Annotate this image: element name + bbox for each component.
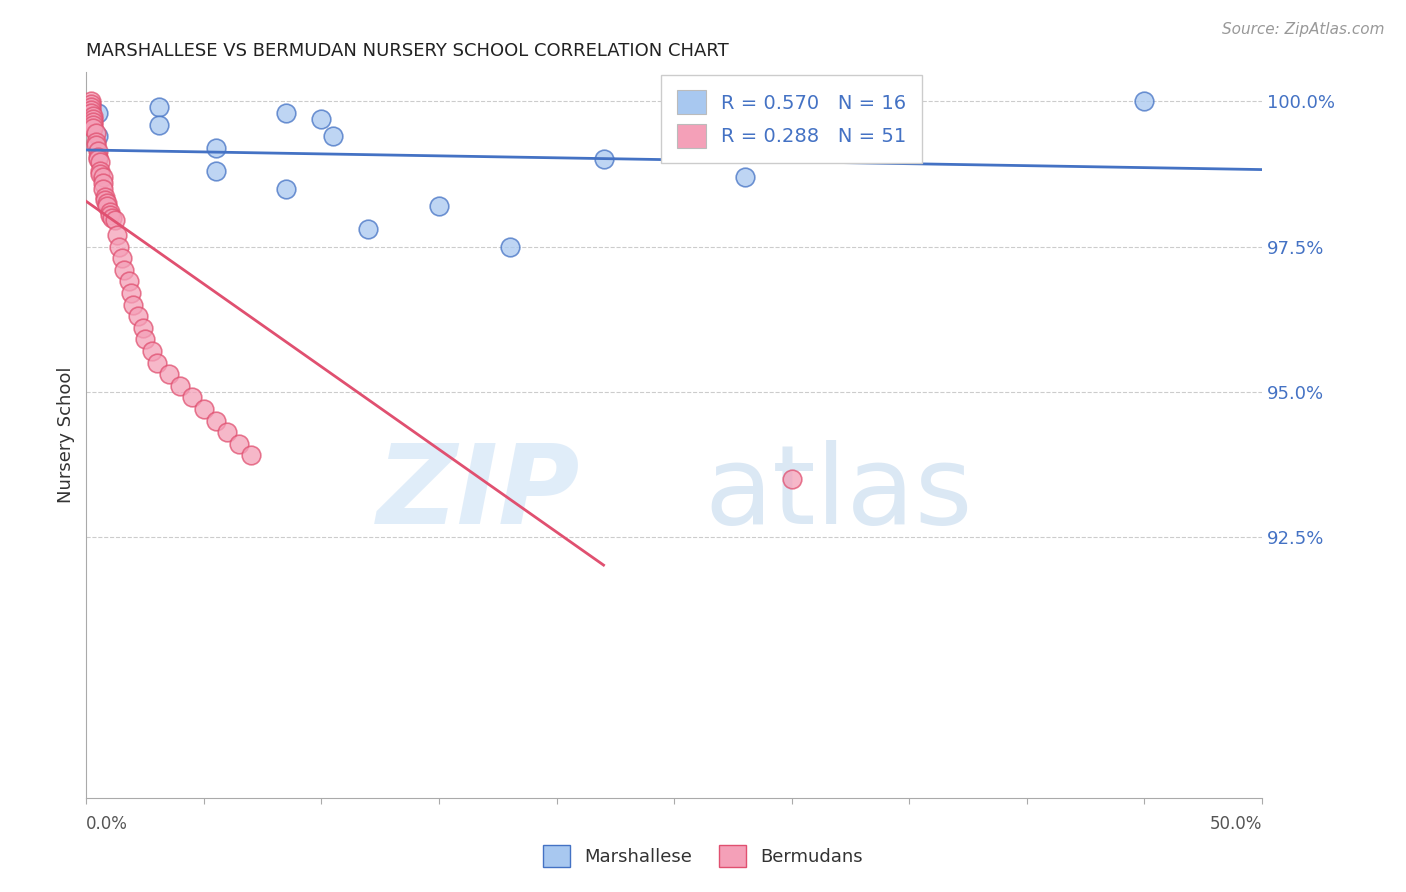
- Point: [80, 106, 103, 120]
- Point: [734, 169, 756, 184]
- Point: [1133, 95, 1156, 109]
- Point: [80, 103, 103, 117]
- Point: [96, 199, 118, 213]
- Point: [87, 150, 110, 164]
- Point: [98, 208, 121, 222]
- Point: [94, 190, 117, 204]
- Point: [204, 141, 226, 155]
- Point: [87, 106, 110, 120]
- Point: [157, 368, 180, 382]
- Point: [427, 199, 450, 213]
- Point: [91, 176, 114, 190]
- Point: [87, 129, 110, 144]
- Text: 50.0%: 50.0%: [1209, 815, 1263, 833]
- Point: [169, 379, 191, 393]
- Point: [84, 138, 107, 153]
- Point: [108, 239, 131, 253]
- Point: [89, 167, 111, 181]
- Point: [498, 239, 520, 253]
- Point: [322, 129, 344, 144]
- Point: [120, 285, 142, 300]
- Point: [127, 309, 149, 323]
- Point: [276, 181, 298, 195]
- Point: [311, 112, 333, 126]
- Point: [148, 118, 170, 132]
- Point: [82, 120, 104, 135]
- Point: [204, 414, 226, 428]
- Point: [105, 227, 128, 242]
- Point: [82, 109, 104, 123]
- Text: Source: ZipAtlas.com: Source: ZipAtlas.com: [1222, 22, 1385, 37]
- Point: [239, 449, 262, 463]
- Point: [132, 320, 155, 334]
- Point: [80, 100, 103, 114]
- Point: [91, 181, 114, 195]
- Point: [89, 164, 111, 178]
- Point: [96, 196, 118, 211]
- Point: [181, 391, 204, 405]
- Point: [80, 97, 103, 112]
- Point: [592, 153, 614, 167]
- Point: [134, 333, 156, 347]
- Legend: Marshallese, Bermudans: Marshallese, Bermudans: [536, 838, 870, 874]
- Text: 0.0%: 0.0%: [86, 815, 128, 833]
- Point: [103, 213, 125, 227]
- Text: atlas: atlas: [704, 440, 973, 547]
- Text: ZIP: ZIP: [377, 440, 581, 547]
- Point: [98, 204, 121, 219]
- Point: [112, 262, 135, 277]
- Point: [141, 344, 163, 359]
- Point: [217, 425, 239, 440]
- Point: [122, 297, 145, 311]
- Point: [82, 118, 104, 132]
- Point: [276, 106, 298, 120]
- Point: [87, 144, 110, 158]
- Point: [84, 135, 107, 149]
- Point: [110, 251, 132, 265]
- Point: [146, 356, 169, 370]
- Text: MARSHALLESE VS BERMUDAN NURSERY SCHOOL CORRELATION CHART: MARSHALLESE VS BERMUDAN NURSERY SCHOOL C…: [86, 42, 730, 60]
- Point: [84, 127, 107, 141]
- Point: [87, 153, 110, 167]
- Point: [82, 112, 104, 126]
- Point: [101, 211, 124, 225]
- Y-axis label: Nursery School: Nursery School: [58, 367, 75, 503]
- Point: [89, 155, 111, 169]
- Point: [780, 472, 803, 486]
- Point: [357, 222, 380, 236]
- Point: [94, 193, 117, 207]
- Point: [148, 100, 170, 114]
- Point: [228, 437, 250, 451]
- Legend: R = 0.570   N = 16, R = 0.288   N = 51: R = 0.570 N = 16, R = 0.288 N = 51: [661, 75, 922, 163]
- Point: [204, 164, 226, 178]
- Point: [82, 115, 104, 129]
- Point: [91, 169, 114, 184]
- Point: [117, 274, 139, 288]
- Point: [193, 402, 215, 417]
- Point: [80, 95, 103, 109]
